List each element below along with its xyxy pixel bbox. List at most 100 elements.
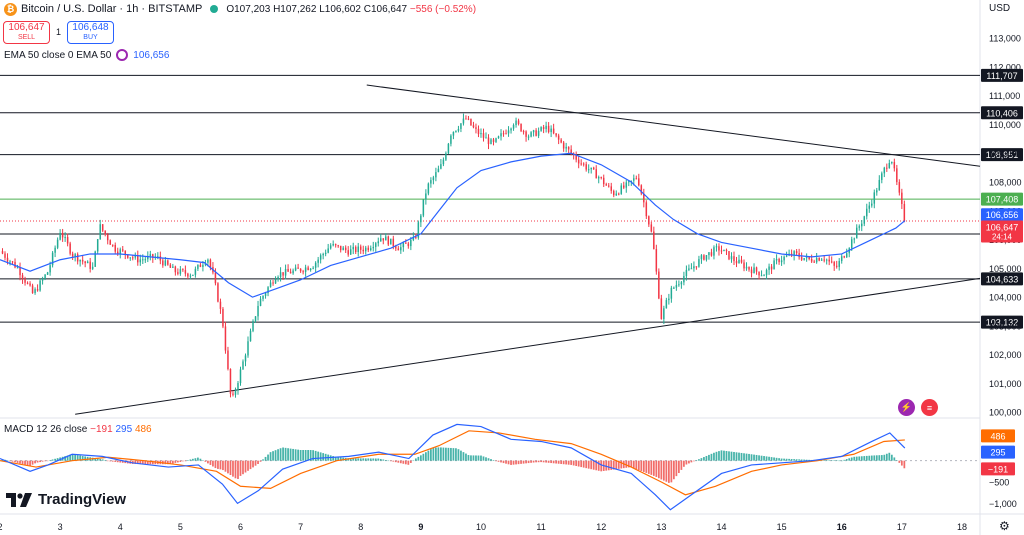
macd-histogram-bar <box>610 460 613 470</box>
macd-histogram-bar <box>139 460 142 465</box>
macd-line[interactable] <box>0 423 906 511</box>
candle-body <box>36 289 39 291</box>
macd-histogram-bar <box>114 460 117 462</box>
candle-body <box>435 172 437 178</box>
macd-histogram-bar <box>54 458 56 461</box>
candle-body <box>525 131 527 137</box>
macd-histogram-bar <box>189 459 192 461</box>
macd-histogram-bar <box>116 460 119 463</box>
macd-histogram-bar <box>670 460 673 483</box>
time-tick-label: 16 <box>837 522 847 532</box>
candle-body <box>775 258 778 261</box>
macd-histogram-bar <box>207 460 209 464</box>
macd-signal-value: 486 <box>134 424 152 435</box>
macd-histogram-bar <box>424 452 427 461</box>
macd-histogram-bar <box>319 452 322 461</box>
tv-logo-icon <box>6 492 32 507</box>
macd-histogram-bar <box>146 460 149 465</box>
macd-histogram-bar <box>790 459 793 461</box>
candle-body <box>339 245 342 251</box>
candle-body <box>147 256 149 260</box>
ema-line[interactable] <box>0 152 906 298</box>
candle-body <box>229 368 232 394</box>
macd-histogram-bar <box>419 455 422 461</box>
macd-histogram-bar <box>743 453 745 461</box>
settings-gear-icon[interactable]: ⚙ <box>999 519 1010 533</box>
macd-histogram-bar <box>16 460 19 463</box>
candle-body <box>886 167 888 169</box>
macd-value-badge <box>981 462 1015 476</box>
sell-button[interactable]: 106,647 SELL <box>3 21 50 44</box>
macd-histogram-bar <box>683 460 685 467</box>
buy-button[interactable]: 106,648 BUY <box>67 21 114 44</box>
macd-histogram-bar <box>19 460 21 464</box>
macd-histogram-bar <box>642 460 645 472</box>
macd-histogram-bar <box>79 455 82 461</box>
candle-body <box>500 133 502 137</box>
macd-histogram-bar <box>515 460 517 465</box>
macd-histogram-bar <box>800 459 803 461</box>
candle-body <box>565 146 567 149</box>
candle-body <box>334 244 337 246</box>
candle-body <box>274 279 277 284</box>
candle-body <box>713 247 715 256</box>
macd-value-badge <box>981 429 1015 443</box>
macd-histogram-bar <box>838 460 841 462</box>
symbol-title[interactable]: Bitcoin / U.S. Dollar · 1h · BITSTAMP <box>21 3 203 15</box>
ema-legend[interactable]: EMA 50 close 0 EMA 50 106,656 <box>4 49 169 61</box>
macd-histogram-bar <box>432 447 435 461</box>
time-tick-label: 7 <box>298 522 303 532</box>
macd-histogram-bar <box>903 460 906 469</box>
macd-histogram-bar <box>209 460 212 465</box>
candle-body <box>818 258 820 261</box>
candle-body <box>828 259 830 262</box>
candle-body <box>417 222 420 238</box>
candle-body <box>380 238 382 242</box>
candle-body <box>307 267 309 270</box>
candle-body <box>129 257 132 259</box>
candle-body <box>545 125 547 129</box>
candle-body <box>179 269 182 274</box>
candle-body <box>249 330 252 342</box>
lightning-icon[interactable]: ⚡ <box>898 399 915 416</box>
candle-body <box>94 251 96 267</box>
candle-body <box>575 155 577 160</box>
candle-body <box>299 268 302 272</box>
candle-body <box>407 243 410 247</box>
candle-body <box>723 249 725 252</box>
candle-body <box>522 131 525 133</box>
macd-histogram-bar <box>202 460 204 461</box>
price-tick-label: 101,000 <box>989 379 1022 389</box>
trendline[interactable] <box>366 84 981 167</box>
candle-body <box>600 177 602 179</box>
candle-body <box>54 247 56 253</box>
indicator-settings-icon[interactable] <box>116 49 129 61</box>
macd-histogram-bar <box>14 460 16 463</box>
candle-body <box>309 268 312 270</box>
level-label: 110,406 <box>986 108 1018 118</box>
candle-body <box>137 255 139 263</box>
candle-body <box>319 255 322 260</box>
candle-body <box>625 182 628 188</box>
macd-histogram-bar <box>710 453 713 461</box>
candle-body <box>858 226 861 228</box>
macd-histogram-bar <box>362 458 365 461</box>
macd-histogram-bar <box>650 460 653 475</box>
macd-histogram-bar <box>369 458 372 461</box>
macd-signal-line[interactable] <box>0 430 905 496</box>
macd-histogram-bar <box>825 460 828 461</box>
macd-histogram-bar <box>577 460 580 467</box>
candle-body <box>29 283 31 286</box>
us-flag-icon[interactable]: ≡ <box>921 399 938 416</box>
macd-histogram-bar <box>798 459 801 461</box>
macd-histogram-bar <box>181 460 184 462</box>
macd-legend[interactable]: MACD 12 26 close −191 295 486 <box>4 424 152 435</box>
candle-body <box>6 257 9 262</box>
trendline[interactable] <box>75 277 981 415</box>
macd-histogram-bar <box>447 447 450 461</box>
macd-histogram-bar <box>482 456 485 461</box>
currency-selector[interactable]: USD <box>989 3 1011 14</box>
macd-histogram-bar <box>192 458 194 461</box>
macd-histogram-bar <box>570 460 573 465</box>
